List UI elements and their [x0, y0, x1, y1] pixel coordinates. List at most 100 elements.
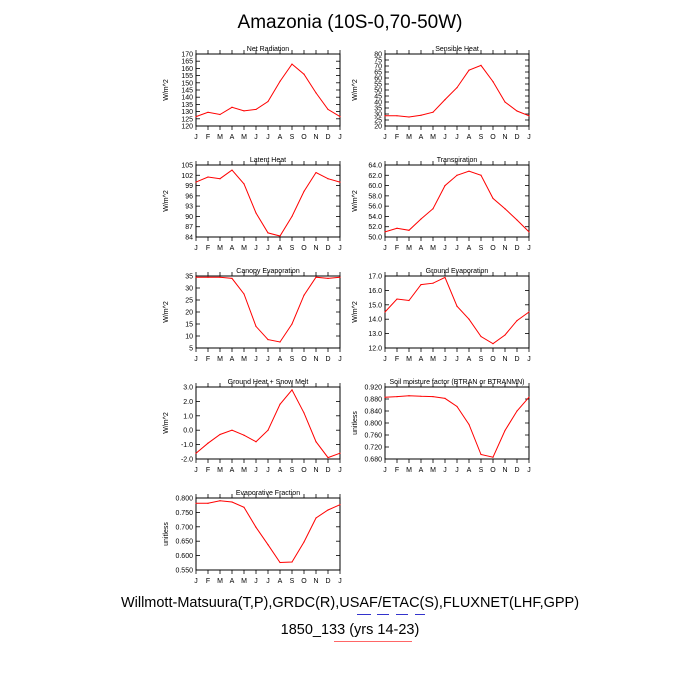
x-tick-label: J [527, 356, 531, 363]
y-tick-label: 75 [374, 58, 382, 65]
data-point [291, 215, 293, 218]
caption-sources: Willmott-Matsuura(T,P),GRDC(R),USAF/ETAC… [120, 595, 580, 611]
panel-8: Soil moisture factor (BTRAN or BTRANMN) u… [352, 379, 531, 474]
x-tick-label: M [430, 356, 436, 363]
data-point [492, 81, 494, 83]
panel-7: Ground Heat + Snow Melt W/m^2 -2.0 -1.0 0.0 1… [163, 379, 342, 474]
caption-underline-blue-2 [377, 614, 389, 615]
series-line [384, 276, 530, 345]
x-tick-label: J [338, 134, 342, 141]
data-point [231, 501, 233, 503]
x-tick-label: M [430, 134, 436, 141]
plot-frame [384, 53, 530, 127]
data-point [528, 396, 530, 398]
caption-underline-blue-1 [357, 614, 371, 615]
x-tick-label: J [266, 134, 270, 141]
y-tick-label: 0.800 [175, 496, 193, 503]
x-tick-label: J [194, 356, 198, 363]
x-tick-label: A [230, 356, 235, 363]
y-tick-label: 155 [181, 73, 193, 80]
x-tick-label: D [514, 467, 519, 474]
panel-title: Soil moisture factor (BTRAN or BTRANMN) [390, 379, 525, 386]
data-point [315, 276, 317, 278]
y-tick-label: 10 [185, 334, 193, 341]
x-tick-label: A [278, 578, 283, 585]
y-tick-label: 50.0 [368, 235, 382, 242]
x-tick-label: O [301, 467, 307, 474]
y-tick-label: 105 [181, 163, 193, 170]
x-tick-label: A [278, 467, 283, 474]
data-point [303, 412, 305, 414]
y-tick-label: 93 [185, 204, 193, 211]
data-point [408, 229, 410, 231]
series-line [195, 169, 341, 237]
y-tick-label: 96 [185, 193, 193, 200]
x-tick-label: M [430, 467, 436, 474]
panel-title: Latent Heat [250, 157, 286, 164]
x-tick-label: J [194, 578, 198, 585]
data-point [219, 276, 221, 278]
y-tick-label: 54.0 [368, 214, 382, 221]
data-point [231, 429, 233, 431]
x-tick-label: S [290, 134, 295, 141]
panel-9: Evaporative Fraction unitless 0.550 0.600 0.… [163, 490, 342, 585]
y-tick-label: 140 [181, 95, 193, 102]
x-tick-label: M [430, 245, 436, 252]
data-point [444, 99, 446, 101]
y-tick-label: 145 [181, 88, 193, 95]
data-point [420, 395, 422, 397]
data-point [195, 181, 197, 183]
x-tick-label: J [527, 245, 531, 252]
data-point [528, 231, 530, 233]
data-point [408, 299, 410, 302]
y-tick-label: 3.0 [183, 385, 193, 392]
y-tick-label: 125 [181, 116, 193, 123]
series-line [195, 63, 341, 118]
data-point [480, 174, 482, 176]
x-tick-label: A [419, 467, 424, 474]
x-tick-label: A [419, 245, 424, 252]
data-point [255, 526, 257, 528]
x-tick-label: M [406, 356, 412, 363]
y-tick-label: 20 [374, 124, 382, 131]
y-tick-label: 40 [374, 100, 382, 107]
y-tick-label: 35 [185, 274, 193, 281]
data-point [456, 405, 458, 408]
figure-title: Amazonia (10S-0,70-50W) [237, 12, 463, 33]
x-tick-label: N [313, 578, 318, 585]
x-tick-label: A [419, 134, 424, 141]
x-tick-label: A [278, 134, 283, 141]
x-tick-label: M [217, 356, 223, 363]
plot-frame [195, 497, 341, 571]
caption-underline-red [334, 641, 412, 642]
data-point [339, 181, 341, 183]
x-tick-label: J [266, 578, 270, 585]
panel-title: Ground Evaporation [426, 268, 489, 275]
x-tick-label: M [241, 467, 247, 474]
plot-frame [195, 275, 341, 349]
data-point [315, 92, 317, 94]
y-tick-label: 130 [181, 109, 193, 116]
data-point [291, 561, 293, 563]
panel-title: Canopy Evaporation [236, 268, 300, 275]
data-point [267, 100, 269, 103]
x-tick-label: O [490, 467, 496, 474]
data-point [327, 277, 329, 279]
plot-frame [195, 164, 341, 238]
y-axis-label: W/m^2 [163, 412, 170, 434]
x-tick-label: M [406, 245, 412, 252]
x-tick-label: J [443, 356, 447, 363]
x-tick-label: J [443, 467, 447, 474]
y-tick-label: 0.600 [175, 553, 193, 560]
y-tick-label: 1.0 [183, 413, 193, 420]
x-tick-label: J [266, 356, 270, 363]
y-tick-label: 102 [181, 173, 193, 180]
x-tick-label: D [325, 356, 330, 363]
data-point [219, 500, 221, 502]
x-tick-label: D [325, 245, 330, 252]
data-point [315, 441, 317, 443]
data-point [504, 334, 506, 336]
data-point [516, 110, 518, 112]
y-tick-label: 16.0 [368, 288, 382, 295]
